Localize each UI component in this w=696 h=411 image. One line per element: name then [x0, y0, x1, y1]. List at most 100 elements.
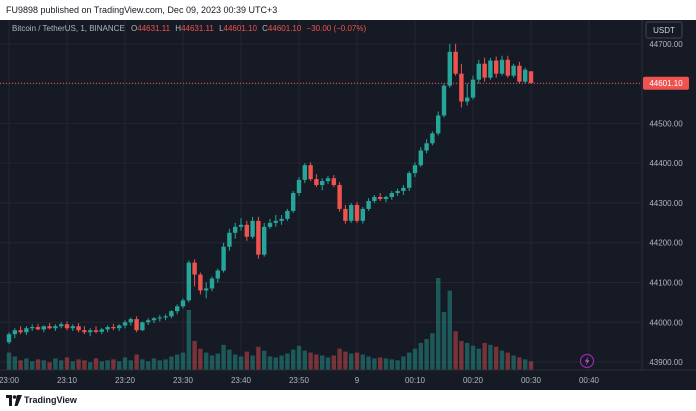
volume-bar — [389, 359, 394, 370]
volume-bar — [360, 354, 365, 370]
candle-body — [505, 59, 510, 76]
volume-bar — [157, 360, 162, 370]
volume-bar — [233, 354, 238, 370]
volume-bar — [198, 348, 203, 370]
candle-body — [517, 65, 522, 82]
footer-bar: TradingView — [0, 390, 696, 411]
candle-body — [308, 165, 313, 180]
candle-body — [436, 115, 441, 134]
volume-bar — [12, 356, 17, 370]
volume-bar — [30, 361, 35, 370]
time-axis[interactable]: 23:00 23:10 23:20 23:30 23:40 23:50 9 00:10 00:2… — [0, 376, 600, 385]
candle-body — [186, 262, 191, 301]
candle-body — [30, 327, 35, 329]
time-tick-label: 23:00 — [0, 376, 20, 385]
legend-symbol: Bitcoin / TetherUS, 1, BINANCE O44631.11… — [12, 24, 366, 33]
candle-body — [180, 300, 186, 307]
candles — [6, 43, 534, 345]
volume-bar — [349, 353, 354, 370]
volume-bar — [59, 360, 64, 370]
volume-bar — [407, 352, 412, 370]
legend-o-label: O — [131, 24, 137, 33]
candle-body — [453, 51, 458, 74]
time-tick-label: 00:30 — [521, 376, 542, 385]
volume-bar — [366, 356, 371, 370]
time-tick-label: 23:30 — [173, 376, 194, 385]
price-tick-label: 44200.00 — [649, 239, 683, 248]
candle-body — [238, 224, 244, 227]
volume-bar — [6, 352, 12, 370]
candle-body — [424, 143, 429, 151]
volume-bar — [105, 360, 110, 370]
candle-body — [151, 318, 157, 321]
last-price-badge — [643, 76, 689, 90]
volume-bar — [325, 357, 331, 370]
candle-body — [250, 220, 255, 237]
candle-body — [360, 208, 365, 221]
candle-body — [24, 328, 29, 333]
candle-body — [140, 322, 145, 331]
candle-body — [256, 220, 261, 255]
legend-open: 44631.11 — [137, 24, 170, 33]
legend-high: 44631.11 — [181, 24, 214, 33]
legend-h-label: H — [175, 24, 181, 33]
candle-body — [389, 193, 394, 197]
candle-body — [41, 326, 46, 330]
volume-bar — [221, 344, 226, 370]
candle-body — [76, 326, 81, 331]
currency-button[interactable]: USDT — [645, 21, 683, 39]
candle-body — [227, 232, 232, 247]
candle-body — [378, 196, 383, 199]
volume-bar — [180, 352, 186, 370]
candle-body — [470, 79, 476, 98]
volume-bar — [122, 357, 128, 370]
volume-bar — [88, 362, 93, 370]
volume-bar — [262, 350, 267, 370]
volume-bar — [395, 360, 400, 370]
candle-body — [157, 317, 162, 319]
volume-bar — [412, 348, 418, 370]
candle-body — [70, 326, 75, 329]
candle-body — [59, 324, 64, 327]
legend-low: 44601.10 — [224, 24, 258, 33]
candle-body — [93, 330, 99, 332]
volume-bar — [430, 333, 435, 370]
candle-body — [82, 330, 87, 333]
volume-bar — [128, 360, 133, 370]
volume-bar — [99, 361, 104, 370]
price-tick-label: 44700.00 — [649, 40, 683, 49]
volume-bar — [482, 342, 487, 370]
volume-bar — [401, 356, 406, 370]
volume-bar — [244, 351, 249, 370]
volume-bar — [476, 348, 481, 370]
candle-body — [279, 218, 284, 221]
currency-button-frame[interactable] — [645, 21, 683, 39]
volume-bar — [273, 357, 278, 370]
currency-button-label[interactable]: USDT — [653, 26, 675, 35]
volume-bar — [209, 355, 215, 370]
candle-body — [325, 178, 331, 182]
volume-bar — [47, 362, 52, 370]
lightning-icon[interactable] — [579, 353, 595, 369]
candle-body — [331, 178, 336, 186]
volume-bar — [215, 353, 220, 370]
price-tick-label: 44300.00 — [649, 199, 683, 208]
price-tick-label: 43900.00 — [649, 358, 683, 367]
volume-bar — [436, 278, 441, 370]
candle-body — [511, 65, 516, 76]
candle-body — [302, 165, 307, 180]
candle-body — [64, 324, 70, 329]
candle-body — [169, 311, 174, 317]
volume-bar — [117, 361, 122, 370]
candle-body — [204, 288, 209, 291]
volume-bar — [447, 290, 452, 370]
candle-body — [117, 325, 122, 329]
volume-bar — [308, 352, 313, 370]
last-price-text: 44601.10 — [649, 79, 683, 88]
candle-body — [383, 196, 389, 199]
volume-bar — [175, 354, 180, 370]
price-chart[interactable]: 43900.00 44000.00 44100.00 44200.00 44300.00… — [0, 20, 696, 390]
volume-bar — [314, 354, 319, 370]
volume-bar — [511, 355, 516, 370]
candle-body — [528, 71, 534, 84]
